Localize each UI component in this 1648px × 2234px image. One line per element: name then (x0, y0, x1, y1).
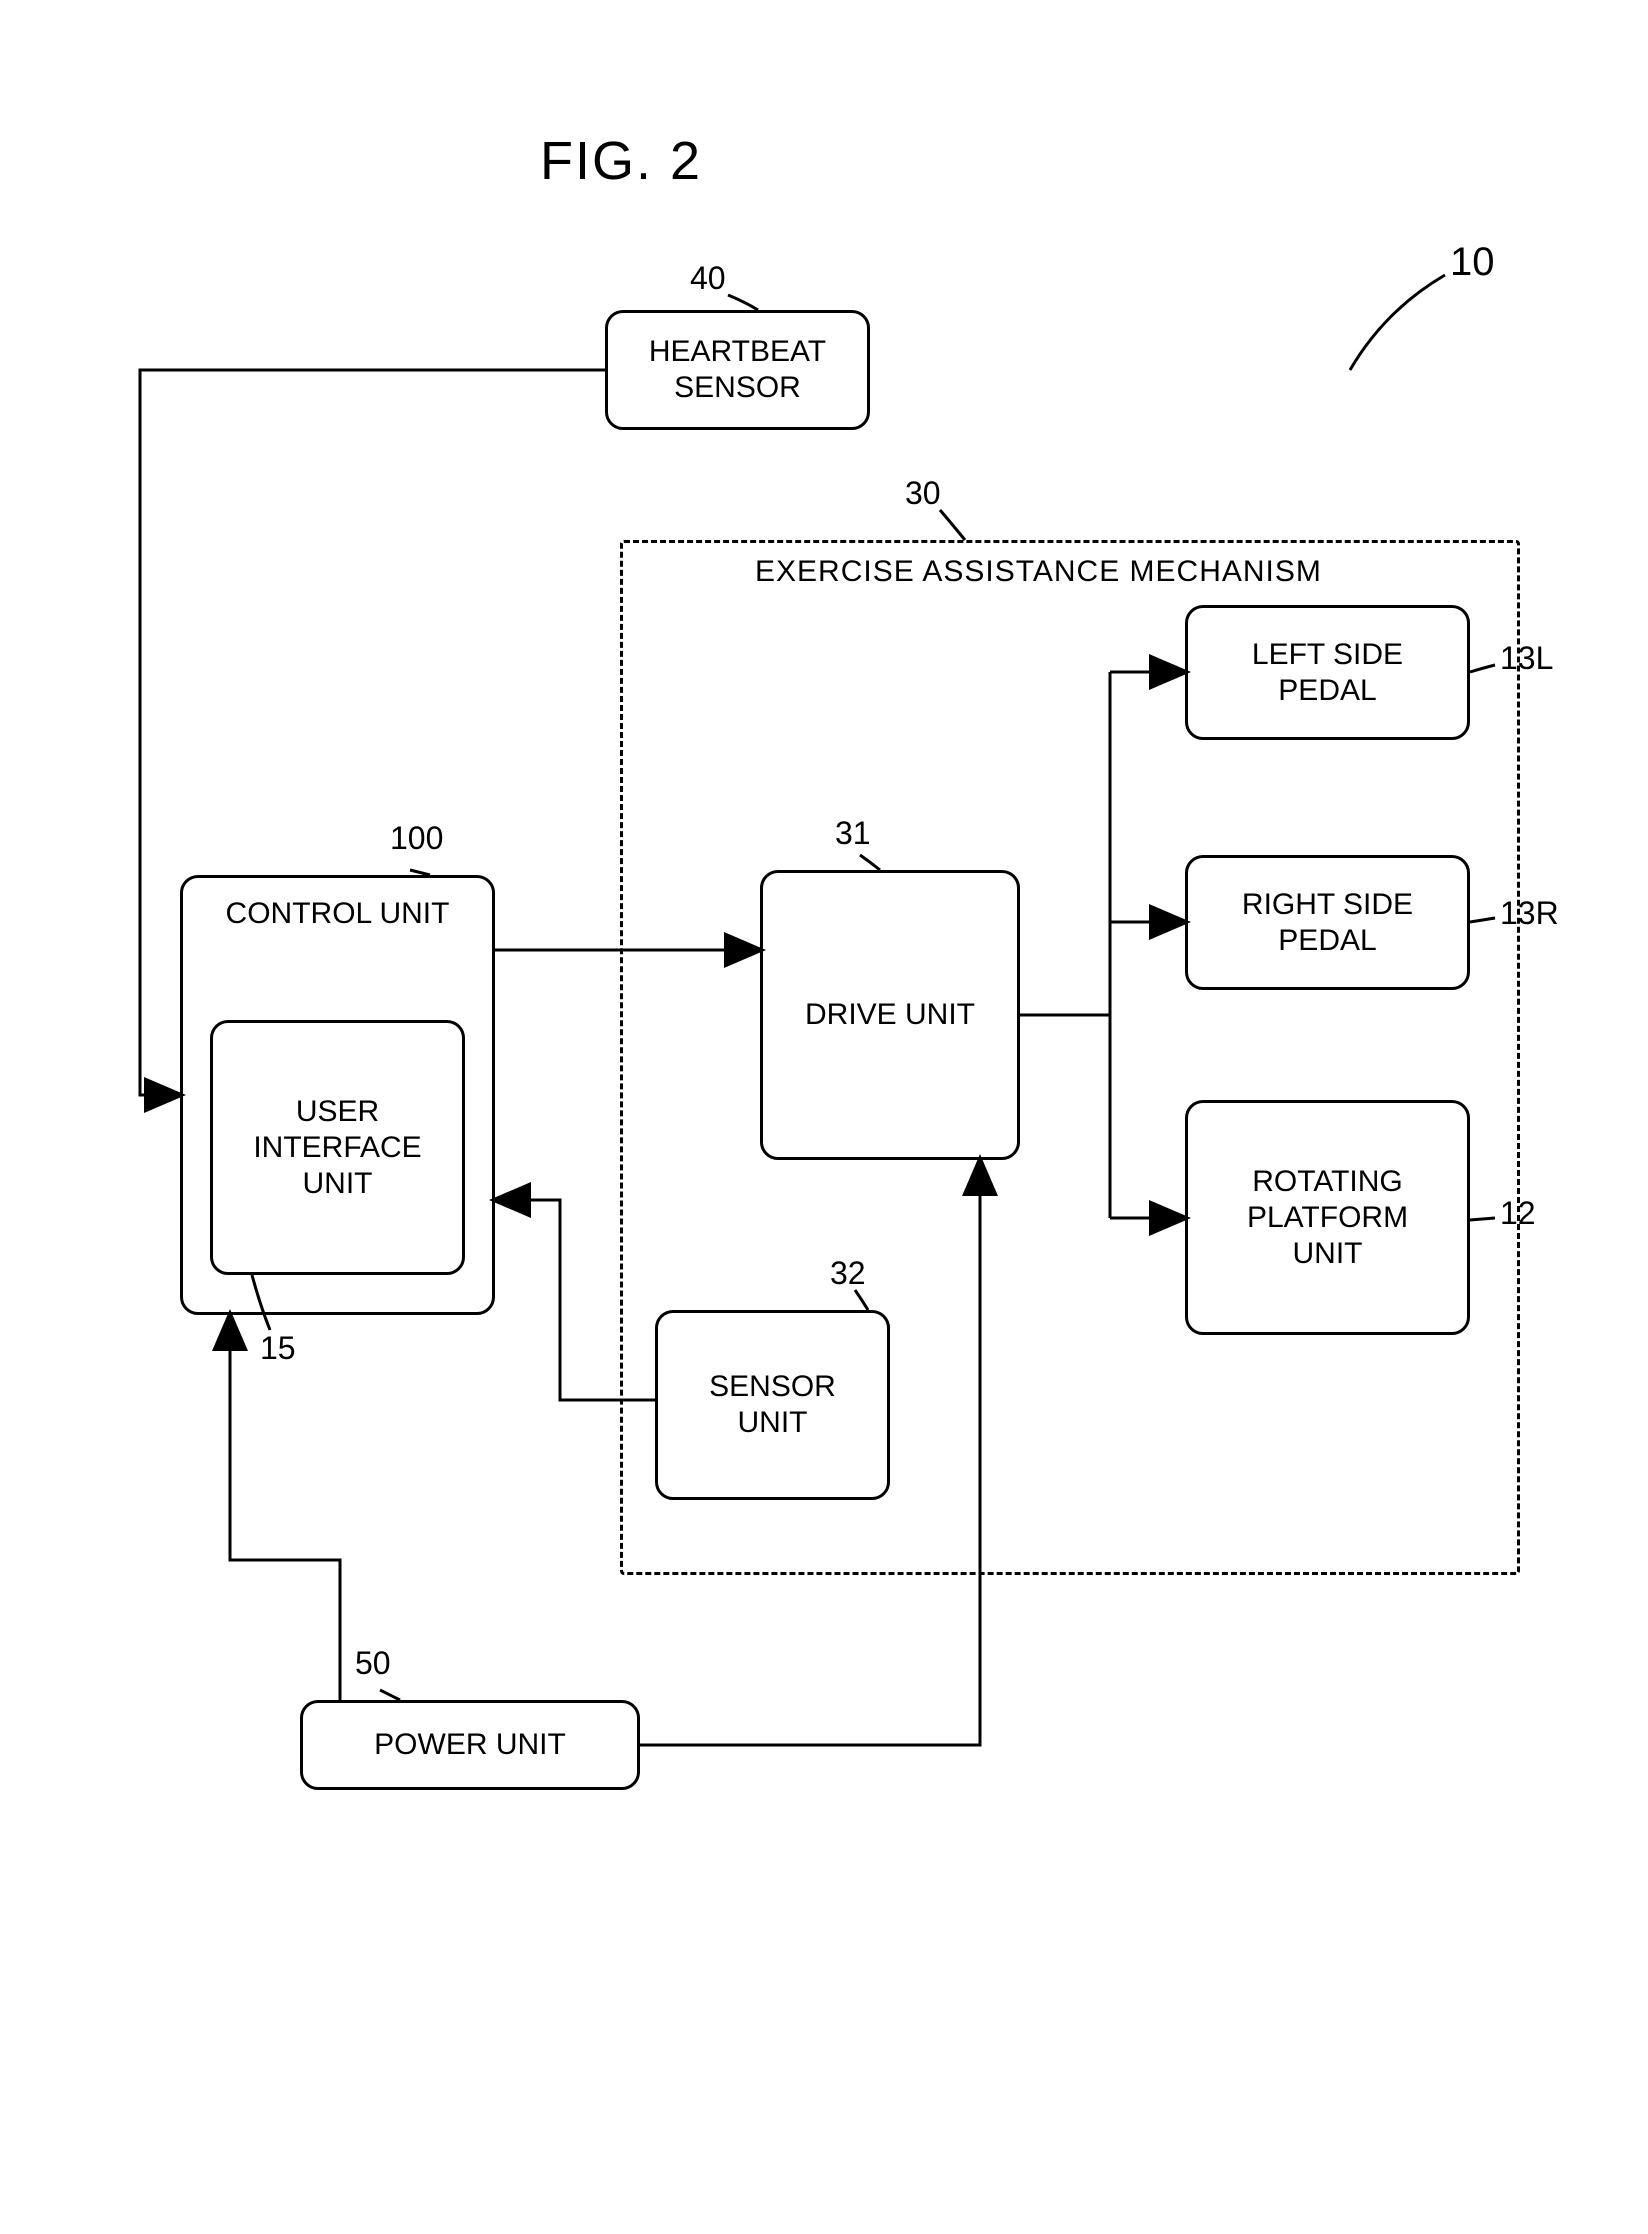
heartbeat-sensor-block: HEARTBEAT SENSOR (605, 310, 870, 430)
sensor-text: SENSOR UNIT (709, 1369, 836, 1441)
left-pedal-ref: 13L (1500, 640, 1553, 677)
system-ref-label: 10 (1450, 240, 1495, 285)
heartbeat-sensor-text: HEARTBEAT SENSOR (649, 334, 826, 406)
platform-text: ROTATING PLATFORM UNIT (1247, 1164, 1408, 1272)
right-pedal-block: RIGHT SIDE PEDAL (1185, 855, 1470, 990)
power-unit-block: POWER UNIT (300, 1700, 640, 1790)
drive-ref: 31 (835, 815, 871, 852)
platform-block: ROTATING PLATFORM UNIT (1185, 1100, 1470, 1335)
right-pedal-ref: 13R (1500, 895, 1559, 932)
ui-text: USER INTERFACE UNIT (253, 1094, 421, 1202)
user-interface-block: USER INTERFACE UNIT (210, 1020, 465, 1275)
heartbeat-ref: 40 (690, 260, 726, 297)
diagram-canvas: FIG. 2 10 HEARTBEAT SENSOR 40 EXERCISE A… (0, 0, 1648, 2234)
mechanism-title: EXERCISE ASSISTANCE MECHANISM (755, 555, 1322, 589)
sensor-unit-block: SENSOR UNIT (655, 1310, 890, 1500)
left-pedal-text: LEFT SIDE PEDAL (1252, 637, 1403, 709)
mechanism-ref: 30 (905, 475, 941, 512)
control-unit-text: CONTROL UNIT (226, 896, 450, 932)
figure-title: FIG. 2 (540, 130, 702, 192)
control-ref: 100 (390, 820, 443, 857)
left-pedal-block: LEFT SIDE PEDAL (1185, 605, 1470, 740)
drive-unit-block: DRIVE UNIT (760, 870, 1020, 1160)
platform-ref: 12 (1500, 1195, 1536, 1232)
right-pedal-text: RIGHT SIDE PEDAL (1242, 887, 1413, 959)
ui-ref: 15 (260, 1330, 296, 1367)
power-text: POWER UNIT (374, 1727, 566, 1763)
power-ref: 50 (355, 1645, 391, 1682)
drive-text: DRIVE UNIT (805, 997, 975, 1033)
sensor-ref: 32 (830, 1255, 866, 1292)
